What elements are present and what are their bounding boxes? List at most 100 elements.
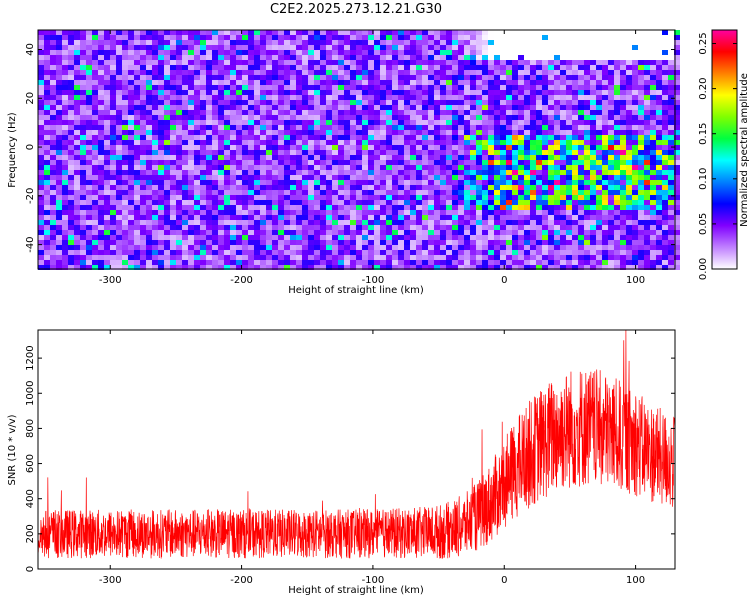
heatmap-cell — [44, 240, 50, 245]
heatmap-cell — [80, 220, 86, 225]
heatmap-cell — [386, 75, 392, 80]
heatmap-cell — [56, 240, 62, 245]
heatmap-cell — [284, 185, 290, 190]
heatmap-cell — [188, 105, 194, 110]
heatmap-cell — [194, 225, 200, 230]
heatmap-cell — [152, 70, 158, 75]
heatmap-cell — [62, 205, 68, 210]
heatmap-cell — [362, 200, 368, 205]
heatmap-cell — [368, 250, 374, 255]
heatmap-cell — [518, 110, 524, 115]
heatmap-cell — [362, 30, 368, 35]
heatmap-cell — [242, 135, 248, 140]
heatmap-cell — [218, 70, 224, 75]
heatmap-cell — [560, 125, 566, 130]
heatmap-cell — [386, 95, 392, 100]
heatmap-cell — [248, 80, 254, 85]
heatmap-cell — [74, 85, 80, 90]
heatmap-cell — [308, 190, 314, 195]
heatmap-cell — [662, 235, 668, 240]
heatmap-cell — [68, 60, 74, 65]
heatmap-cell — [416, 180, 422, 185]
heatmap-cell — [224, 205, 230, 210]
heatmap-cell — [356, 135, 362, 140]
heatmap-cell — [398, 165, 404, 170]
heatmap-cell — [506, 200, 512, 205]
heatmap-cell — [470, 80, 476, 85]
heatmap-cell — [470, 45, 476, 50]
heatmap-cell — [428, 35, 434, 40]
heatmap-cell — [194, 150, 200, 155]
heatmap-cell — [620, 130, 626, 135]
heatmap-cell — [338, 190, 344, 195]
heatmap-cell — [158, 95, 164, 100]
heatmap-cell — [380, 55, 386, 60]
heatmap-cell — [578, 30, 584, 35]
heatmap-cell — [122, 215, 128, 220]
heatmap-cell — [650, 190, 656, 195]
heatmap-cell — [86, 175, 92, 180]
heatmap-cell — [86, 130, 92, 135]
heatmap-cell — [416, 80, 422, 85]
heatmap-cell — [464, 105, 470, 110]
heatmap-cell — [350, 210, 356, 215]
heatmap-cell — [284, 220, 290, 225]
heatmap-cell — [416, 90, 422, 95]
heatmap-cell — [110, 105, 116, 110]
heatmap-cell — [404, 145, 410, 150]
heatmap-cell — [260, 195, 266, 200]
heatmap-cell — [308, 205, 314, 210]
heatmap-cell — [98, 150, 104, 155]
heatmap-cell — [500, 30, 506, 35]
heatmap-cell — [254, 90, 260, 95]
heatmap-cell — [464, 70, 470, 75]
heatmap-cell — [146, 75, 152, 80]
heatmap-cell — [284, 60, 290, 65]
heatmap-cell — [434, 235, 440, 240]
heatmap-cell — [218, 205, 224, 210]
heatmap-cell — [416, 115, 422, 120]
heatmap-cell — [236, 60, 242, 65]
heatmap-cell — [248, 40, 254, 45]
heatmap-cell — [638, 135, 644, 140]
heatmap-cell — [326, 195, 332, 200]
heatmap-cell — [626, 195, 632, 200]
heatmap-cell — [506, 220, 512, 225]
heatmap-cell — [50, 90, 56, 95]
heatmap-cell — [254, 125, 260, 130]
heatmap-cell — [134, 75, 140, 80]
heatmap-cell — [560, 240, 566, 245]
heatmap-cell — [62, 90, 68, 95]
heatmap-cell — [146, 195, 152, 200]
heatmap-cell — [134, 150, 140, 155]
heatmap-cell — [446, 240, 452, 245]
heatmap-cell — [386, 220, 392, 225]
heatmap-cell — [566, 170, 572, 175]
heatmap-cell — [308, 130, 314, 135]
heatmap-cell — [176, 140, 182, 145]
heatmap-cell — [296, 115, 302, 120]
heatmap-cell — [80, 140, 86, 145]
heatmap-cell — [512, 230, 518, 235]
heatmap-cell — [44, 200, 50, 205]
heatmap-cell — [116, 215, 122, 220]
heatmap-cell — [458, 255, 464, 260]
heatmap-cell — [248, 60, 254, 65]
heatmap-cell — [410, 115, 416, 120]
heatmap-cell — [50, 240, 56, 245]
heatmap-cell — [536, 245, 542, 250]
heatmap-cell — [338, 115, 344, 120]
heatmap-cell — [320, 175, 326, 180]
heatmap-cell — [62, 255, 68, 260]
heatmap-cell — [332, 135, 338, 140]
heatmap-cell — [338, 60, 344, 65]
heatmap-cell — [92, 205, 98, 210]
heatmap-cell — [218, 100, 224, 105]
heatmap-cell — [614, 45, 620, 50]
heatmap-cell — [134, 60, 140, 65]
heatmap-cell — [674, 135, 680, 140]
heatmap-cell — [176, 250, 182, 255]
heatmap-cell — [464, 165, 470, 170]
heatmap-cell — [470, 95, 476, 100]
heatmap-cell — [110, 245, 116, 250]
